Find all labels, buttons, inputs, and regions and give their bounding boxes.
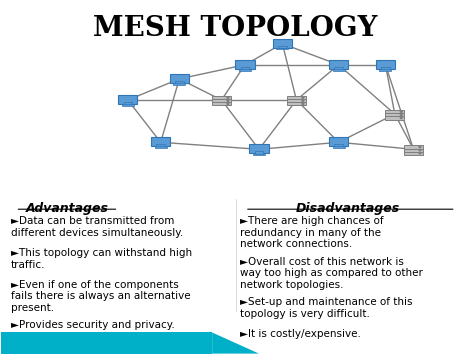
FancyBboxPatch shape [329,60,348,69]
FancyBboxPatch shape [155,147,166,148]
FancyBboxPatch shape [249,144,269,153]
FancyBboxPatch shape [255,151,263,154]
Circle shape [227,100,229,102]
FancyBboxPatch shape [404,152,423,155]
FancyBboxPatch shape [287,99,306,102]
Text: ►This topology can withstand high
traffic.: ►This topology can withstand high traffi… [11,248,192,269]
Circle shape [401,111,402,113]
FancyBboxPatch shape [380,69,392,71]
FancyBboxPatch shape [122,104,134,106]
FancyBboxPatch shape [253,153,265,155]
FancyBboxPatch shape [385,113,404,116]
FancyBboxPatch shape [333,69,345,71]
Text: ►Data can be transmitted from
different devices simultaneously.: ►Data can be transmitted from different … [11,216,183,238]
FancyBboxPatch shape [212,96,231,99]
Circle shape [227,103,229,104]
FancyBboxPatch shape [212,99,231,102]
FancyBboxPatch shape [385,110,404,113]
FancyBboxPatch shape [329,137,348,146]
FancyBboxPatch shape [151,137,170,146]
FancyBboxPatch shape [276,48,288,49]
Text: MESH TOPOLOGY: MESH TOPOLOGY [93,16,378,43]
Polygon shape [212,333,259,354]
Circle shape [419,149,421,151]
FancyBboxPatch shape [241,67,249,70]
FancyBboxPatch shape [170,74,189,83]
Circle shape [302,103,304,104]
Text: ►There are high chances of
redundancy in many of the
network connections.: ►There are high chances of redundancy in… [240,216,384,250]
FancyBboxPatch shape [404,145,423,149]
Text: ►Overall cost of this network is
way too high as compared to other
network topol: ►Overall cost of this network is way too… [240,257,423,290]
FancyBboxPatch shape [381,67,390,70]
FancyBboxPatch shape [239,69,251,71]
Text: Advantages: Advantages [26,202,109,215]
FancyBboxPatch shape [273,39,292,48]
Text: ►Set-up and maintenance of this
topology is very difficult.: ►Set-up and maintenance of this topology… [240,297,413,319]
FancyBboxPatch shape [173,83,185,84]
Text: ►Provides security and privacy.: ►Provides security and privacy. [11,320,174,330]
FancyBboxPatch shape [1,333,212,354]
FancyBboxPatch shape [287,102,306,105]
FancyBboxPatch shape [124,102,132,105]
FancyBboxPatch shape [335,144,343,147]
Text: Disadvantages: Disadvantages [296,202,400,215]
FancyBboxPatch shape [212,102,231,105]
FancyBboxPatch shape [404,148,423,152]
Circle shape [401,114,402,115]
Circle shape [227,97,229,98]
Circle shape [401,117,402,119]
Circle shape [302,100,304,102]
Circle shape [302,97,304,98]
FancyBboxPatch shape [376,60,395,69]
Circle shape [419,152,421,154]
FancyBboxPatch shape [333,147,345,148]
FancyBboxPatch shape [175,81,183,83]
FancyBboxPatch shape [278,46,287,48]
Text: ►Even if one of the components
fails there is always an alternative
present.: ►Even if one of the components fails the… [11,280,191,313]
FancyBboxPatch shape [287,96,306,99]
FancyBboxPatch shape [235,60,255,69]
FancyBboxPatch shape [385,116,404,120]
FancyBboxPatch shape [118,95,137,104]
Circle shape [419,146,421,148]
FancyBboxPatch shape [335,67,343,70]
FancyBboxPatch shape [156,144,165,147]
Text: ►It is costly/expensive.: ►It is costly/expensive. [240,329,361,339]
